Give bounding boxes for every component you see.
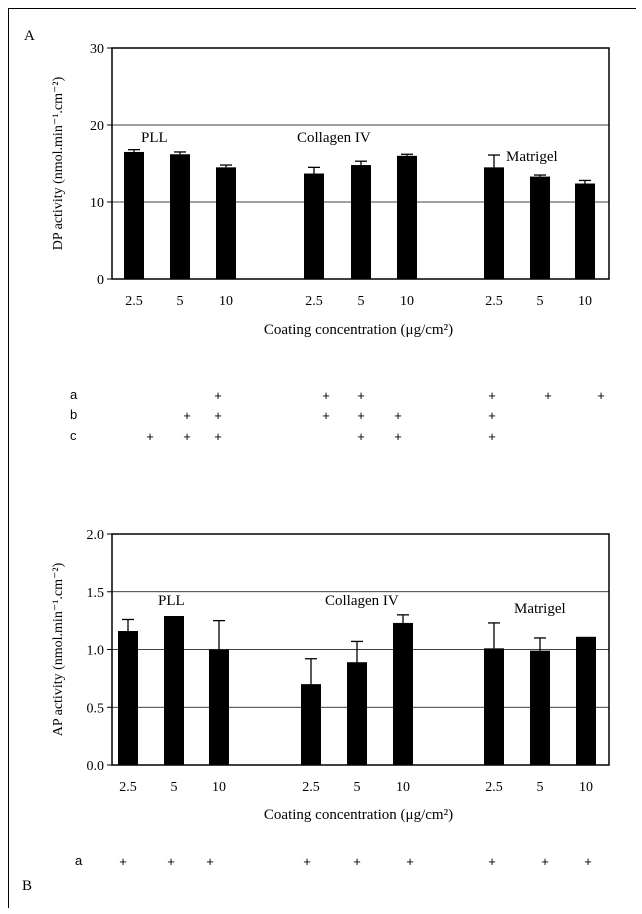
- significance-mark: +: [214, 408, 222, 423]
- y-axis-title: DP activity (nmol.min⁻¹.cm⁻²): [51, 76, 66, 250]
- significance-table: a + + + + + + + + +: [75, 853, 592, 869]
- bar: [351, 165, 371, 279]
- x-axis-title: Coating concentration (μg/cm²): [264, 807, 453, 823]
- group-label: Matrigel: [514, 601, 566, 617]
- bar: [164, 616, 184, 765]
- significance-mark: +: [146, 429, 154, 444]
- x-tick-label: 2.5: [485, 294, 503, 309]
- bar: [124, 151, 144, 279]
- y-tick-label: 0: [97, 273, 104, 288]
- x-tick-label: 5: [171, 780, 178, 795]
- significance-mark: +: [357, 388, 365, 403]
- significance-mark: +: [322, 388, 330, 403]
- significance-mark: +: [303, 854, 311, 869]
- significance-mark: +: [183, 408, 191, 423]
- x-tick-label: 10: [400, 294, 414, 309]
- significance-mark: +: [167, 854, 175, 869]
- x-tick-label: 5: [537, 294, 544, 309]
- significance-mark: +: [488, 388, 496, 403]
- y-tick-label: 0.0: [87, 759, 105, 774]
- significance-mark: +: [322, 408, 330, 423]
- x-tick-label: 10: [219, 294, 233, 309]
- group-label: Collagen IV: [325, 593, 399, 609]
- significance-mark: +: [488, 429, 496, 444]
- group-label: PLL: [158, 593, 185, 609]
- x-tick-label: 10: [579, 780, 593, 795]
- bar: [576, 636, 596, 765]
- bar: [530, 650, 550, 765]
- y-tick-label: 30: [90, 42, 104, 57]
- x-tick-label: 5: [537, 780, 544, 795]
- significance-mark: +: [357, 429, 365, 444]
- significance-mark: +: [597, 388, 605, 403]
- significance-mark: +: [206, 854, 214, 869]
- significance-row-label: c: [70, 428, 77, 443]
- chart-a: 0 10 20 30 2.5 5 10 2.5 5 10 2.5 5 10 PLL Collagen IV M…: [51, 42, 610, 444]
- x-tick-label: 5: [354, 780, 361, 795]
- significance-mark: +: [584, 854, 592, 869]
- x-tick-label: 2.5: [305, 294, 323, 309]
- bar: [216, 167, 236, 279]
- x-tick-label: 2.5: [119, 780, 137, 795]
- significance-mark: +: [119, 854, 127, 869]
- bar: [347, 662, 367, 765]
- x-tick-label: 5: [358, 294, 365, 309]
- significance-row-label: a: [70, 387, 78, 402]
- bar: [530, 176, 550, 279]
- x-axis-title: Coating concentration (μg/cm²): [264, 322, 453, 338]
- significance-mark: +: [488, 408, 496, 423]
- significance-mark: +: [214, 388, 222, 403]
- significance-mark: +: [541, 854, 549, 869]
- significance-mark: +: [406, 854, 414, 869]
- y-axis-title: AP activity (nmol.min⁻¹.cm⁻²): [51, 562, 66, 736]
- x-tick-label: 2.5: [485, 780, 503, 795]
- bar: [484, 167, 504, 279]
- chart-b: 0.0 0.5 1.0 1.5 2.0 2.5 5 10 2.5 5 10 2.5 5 10 PLL Coll…: [51, 528, 610, 869]
- significance-mark: +: [394, 429, 402, 444]
- y-tick-label: 20: [90, 119, 104, 134]
- x-tick-label: 10: [212, 780, 226, 795]
- significance-mark: +: [488, 854, 496, 869]
- significance-row-label: a: [75, 853, 83, 868]
- significance-mark: +: [183, 429, 191, 444]
- significance-mark: +: [357, 408, 365, 423]
- y-tick-label: 0.5: [87, 701, 105, 716]
- y-tick-label: 1.0: [87, 644, 105, 659]
- y-tick-label: 1.5: [87, 586, 105, 601]
- y-tick-label: 2.0: [87, 528, 105, 543]
- figure-frame: [8, 8, 636, 908]
- bar: [209, 649, 229, 765]
- x-tick-label: 10: [396, 780, 410, 795]
- group-label: Collagen IV: [297, 130, 371, 146]
- significance-mark: +: [353, 854, 361, 869]
- group-label: Matrigel: [506, 149, 558, 165]
- x-tick-label: 2.5: [302, 780, 320, 795]
- y-tick-label: 10: [90, 196, 104, 211]
- bar: [484, 648, 504, 765]
- significance-mark: +: [394, 408, 402, 423]
- x-tick-label: 10: [578, 294, 592, 309]
- bar: [301, 684, 321, 765]
- significance-mark: +: [544, 388, 552, 403]
- significance-table: a + + + + + + b + + + + + + c + + + + + +: [70, 387, 605, 444]
- x-tick-label: 5: [177, 294, 184, 309]
- bar: [118, 631, 138, 765]
- bar: [397, 155, 417, 279]
- significance-mark: +: [214, 429, 222, 444]
- group-label: PLL: [141, 130, 168, 146]
- x-tick-label: 2.5: [125, 294, 143, 309]
- bar: [304, 173, 324, 279]
- panel-letter-a: A: [24, 28, 35, 44]
- significance-row-label: b: [70, 407, 77, 422]
- bar: [575, 183, 595, 279]
- bar: [393, 622, 413, 765]
- bar: [170, 154, 190, 279]
- panel-letter-b: B: [22, 878, 32, 894]
